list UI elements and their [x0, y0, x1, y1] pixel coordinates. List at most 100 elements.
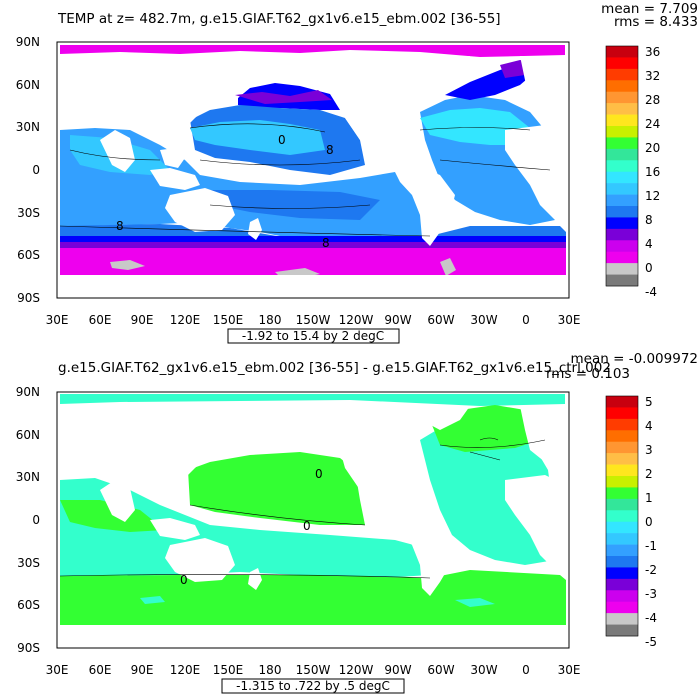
- colorbar-swatch: [606, 217, 638, 230]
- lon-tick-label: 180: [259, 663, 282, 677]
- map-frame: [56, 391, 570, 649]
- colorbar-tick-label: 16: [645, 165, 660, 179]
- lon-tick-label: 60W: [427, 313, 454, 327]
- panel-difference: g.e15.GIAF.T62_gx1v6.e15_ebm.002 [36-55]…: [16, 351, 698, 694]
- lon-tick-label: 150W: [296, 663, 331, 677]
- lon-tick-label: 120W: [339, 663, 374, 677]
- colorbar-swatch: [606, 251, 638, 264]
- contour-labels: 0 0 0: [180, 467, 323, 587]
- contour-label: 8: [116, 219, 124, 233]
- lon-tick-label: 30E: [558, 663, 581, 677]
- colorbar-swatch: [606, 430, 638, 443]
- lon-tick-label: 90W: [384, 313, 411, 327]
- lon-tick-label: 180: [259, 313, 282, 327]
- lat-tick-label: 0: [32, 163, 40, 177]
- lat-tick-label: 0: [32, 513, 40, 527]
- lon-tick-label: 30E: [46, 313, 69, 327]
- contour-labels: 8 8 8 0: [116, 133, 334, 250]
- lon-tick-label: 90E: [131, 663, 154, 677]
- lon-tick-label: 60W: [427, 663, 454, 677]
- colorbar-swatch: [606, 263, 638, 275]
- contour-label: 0: [303, 519, 311, 533]
- colorbar-tick-label: 4: [645, 237, 653, 251]
- colorbar-swatch: [606, 464, 638, 477]
- lon-tick-label: 90W: [384, 663, 411, 677]
- lat-tick-label: 30S: [17, 206, 40, 220]
- colorbar-swatch: [606, 498, 638, 511]
- lon-tick-label: 30E: [46, 663, 69, 677]
- panel-title: TEMP at z= 482.7m, g.e15.GIAF.T62_gx1v6.…: [57, 11, 501, 27]
- lat-tick-label: 60S: [17, 248, 40, 262]
- colorbar-tick-label: 20: [645, 141, 660, 155]
- colorbar-swatch: [606, 148, 638, 161]
- colorbar-tick-label: -4: [645, 285, 657, 299]
- lon-tick-label: 120W: [339, 313, 374, 327]
- range-box: [227, 328, 400, 344]
- lon-tick-label: 150W: [296, 313, 331, 327]
- colorbar-tick-label: 28: [645, 93, 660, 107]
- range-box: [221, 678, 405, 694]
- colorbar-swatch: [606, 240, 638, 253]
- lon-tick-label: 0: [522, 663, 530, 677]
- colorbar-swatch: [606, 590, 638, 603]
- lat-tick-label: 30S: [17, 556, 40, 570]
- contour-lines: [59, 123, 551, 237]
- lon-axis: 30E 60E 90E 120E 150E 180 150W 120W 90W …: [46, 313, 581, 327]
- colorbar-swatch: [606, 396, 638, 408]
- lon-tick-label: 60E: [89, 313, 112, 327]
- colorbar-swatch: [606, 601, 638, 614]
- contour-label: 0: [315, 467, 323, 481]
- lon-tick-label: 0: [522, 313, 530, 327]
- colorbar-tick-label: 36: [645, 45, 660, 59]
- lon-tick-label: 30W: [470, 663, 497, 677]
- colorbar-tick-label: 2: [645, 467, 653, 481]
- lat-tick-label: 60N: [16, 78, 40, 92]
- panel-title: g.e15.GIAF.T62_gx1v6.e15_ebm.002 [36-55]…: [58, 360, 611, 376]
- colorbar-swatch: [606, 613, 638, 625]
- colorbar-tick-label: 12: [645, 189, 660, 203]
- colorbar-tick-label: 8: [645, 213, 653, 227]
- colorbar-swatch: [606, 80, 638, 93]
- range-label: -1.315 to .722 by .5 degC: [236, 679, 390, 693]
- colorbar-swatch: [606, 556, 638, 568]
- lat-tick-label: 30N: [16, 470, 40, 484]
- landmasses: [57, 56, 569, 298]
- colorbar-tick-label: 0: [645, 515, 653, 529]
- colorbar-swatch: [606, 137, 638, 150]
- lon-axis: 30E 60E 90E 120E 150E 180 150W 120W 90W …: [46, 663, 581, 677]
- colorbar-swatch: [606, 126, 638, 138]
- colorbar-swatch: [606, 407, 638, 420]
- colorbar-swatch: [606, 476, 638, 488]
- map-area: 8 8 8 0: [56, 41, 570, 299]
- colorbar-swatch: [606, 624, 638, 637]
- colorbar-frame: [605, 395, 639, 637]
- rms-label: rms = 0.103: [546, 366, 630, 382]
- lon-tick-label: 60E: [89, 663, 112, 677]
- range-label: -1.92 to 15.4 by 2 degC: [242, 329, 384, 343]
- colorbar-tick-label: -5: [645, 635, 657, 649]
- lat-tick-label: 60S: [17, 598, 40, 612]
- colorbar-swatch: [606, 487, 638, 500]
- colorbar-swatch: [606, 91, 638, 104]
- colorbar-swatch: [606, 453, 638, 465]
- map-frame: [56, 41, 570, 299]
- colorbar-swatch: [606, 194, 638, 207]
- colorbar-tick-label: 32: [645, 69, 660, 83]
- colorbar-swatch: [606, 160, 638, 173]
- colorbar-swatch: [606, 533, 638, 545]
- colorbar-labels: 5 4 3 2 1 0 -1 -2 -3 -4 -5: [645, 395, 657, 649]
- map-area: 0 0 0: [56, 391, 570, 649]
- lon-tick-label: 90E: [131, 313, 154, 327]
- colorbar-tick-label: 5: [645, 395, 653, 409]
- colorbar-swatch: [606, 183, 638, 195]
- lat-tick-label: 90N: [16, 385, 40, 399]
- lat-axis: 90N 60N 30N 0 30S 60S 90S: [16, 35, 40, 305]
- lat-tick-label: 90S: [17, 641, 40, 655]
- colorbar-swatch: [606, 57, 638, 70]
- colorbar-swatch: [606, 578, 638, 591]
- colorbar-tick-label: -3: [645, 587, 657, 601]
- colorbar-frame: [605, 45, 639, 287]
- colorbar-tick-label: -1: [645, 539, 657, 553]
- lon-tick-label: 150E: [213, 313, 244, 327]
